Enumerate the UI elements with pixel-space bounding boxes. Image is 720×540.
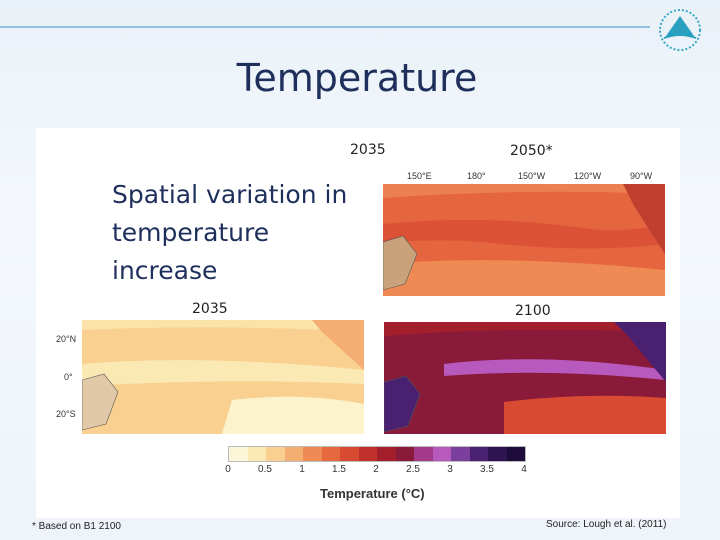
- colorbar-swatch: [488, 447, 507, 461]
- footnote-source: Source: Lough et al. (2011): [546, 519, 667, 530]
- label-2035-bottom: 2035: [192, 301, 228, 317]
- colorbar-swatch: [432, 447, 451, 461]
- temperature-colorbar: [228, 446, 526, 462]
- footnote-left: * Based on B1 2100: [32, 521, 121, 532]
- colorbar-swatch: [303, 447, 322, 461]
- label-2100: 2100: [515, 303, 551, 319]
- colorbar-swatch: [340, 447, 359, 461]
- lon-120w-top: 120°W: [574, 171, 602, 181]
- colorbar-swatch: [395, 447, 414, 461]
- lat-20n: 20°N: [56, 334, 77, 344]
- colorbar-tick-label: 2: [373, 464, 379, 475]
- slide-heading: Spatial variation in temperature increas…: [112, 176, 347, 290]
- label-2035-top: 2035: [350, 142, 386, 158]
- colorbar-swatch: [229, 447, 248, 461]
- lon-180-top: 180°: [467, 171, 486, 181]
- colorbar-swatch: [358, 447, 377, 461]
- heading-line-3: increase: [112, 256, 218, 285]
- colorbar-tick-label: 1.5: [332, 464, 346, 475]
- colorbar-ticks: 0 0.5 1 1.5 2 2.5 3 3.5 4: [214, 464, 544, 478]
- map-2050: [383, 184, 665, 296]
- colorbar-swatch: [451, 447, 470, 461]
- map-2035: [82, 320, 364, 434]
- colorbar-tick-label: 4: [521, 464, 527, 475]
- colorbar-title: Temperature (°C): [320, 486, 425, 501]
- lat-0: 0°: [64, 372, 73, 382]
- colorbar-swatch: [266, 447, 285, 461]
- colorbar-tick-label: 1: [299, 464, 305, 475]
- logo-icon: [659, 9, 701, 51]
- colorbar-swatch: [247, 447, 266, 461]
- colorbar-tick-label: 2.5: [406, 464, 420, 475]
- colorbar-swatch: [506, 447, 525, 461]
- colorbar-tick-label: 0.5: [258, 464, 272, 475]
- colorbar-swatch: [284, 447, 303, 461]
- lon-150e-top: 150°E: [407, 171, 432, 181]
- heading-line-1: Spatial variation in: [112, 180, 348, 209]
- heading-line-2: temperature: [112, 218, 270, 247]
- slide-title: Temperature: [236, 56, 478, 100]
- lon-90w-top: 90°W: [630, 171, 653, 181]
- label-2050: 2050*: [510, 143, 553, 159]
- lon-150w-top: 150°W: [518, 171, 546, 181]
- colorbar-swatch: [377, 447, 396, 461]
- map-2100: [384, 322, 666, 434]
- colorbar-tick-label: 3.5: [480, 464, 494, 475]
- lat-20s: 20°S: [56, 409, 76, 419]
- colorbar-tick-label: 3: [447, 464, 453, 475]
- colorbar-swatch: [469, 447, 488, 461]
- colorbar-swatch: [414, 447, 433, 461]
- colorbar-swatch: [321, 447, 340, 461]
- colorbar-tick-label: 0: [225, 464, 231, 475]
- header-rule: [0, 26, 650, 28]
